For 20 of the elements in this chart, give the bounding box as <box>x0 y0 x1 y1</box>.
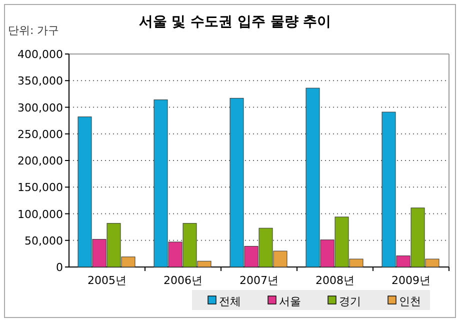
x-tick-label: 2009년 <box>392 274 430 287</box>
y-tick-label: 400,000 <box>18 48 63 61</box>
y-tick-label: 300,000 <box>18 101 63 114</box>
x-tick-label: 2006년 <box>164 274 202 287</box>
x-tick-label: 2007년 <box>240 274 278 287</box>
text: 단위: 가구 <box>8 24 60 37</box>
legend-label: 인천 <box>399 295 421 308</box>
legend-label: 전체 <box>219 295 241 308</box>
y-tick-label: 0 <box>56 261 63 274</box>
x-tick-label: 2005년 <box>88 274 126 287</box>
legend-label: 경기 <box>339 295 361 308</box>
y-tick-label: 100,000 <box>18 208 63 221</box>
y-tick-label: 350,000 <box>18 74 63 88</box>
y-tick-label: 50,000 <box>24 234 63 248</box>
legend-label: 서울 <box>279 295 301 308</box>
y-tick-label: 150,000 <box>18 181 63 194</box>
x-tick-label: 2008년 <box>316 274 354 287</box>
chart-title: 서울 및 수도권 입주 물량 추이 <box>138 14 332 30</box>
y-tick-label: 250,000 <box>18 128 63 141</box>
y-tick-label: 200,000 <box>18 154 63 168</box>
